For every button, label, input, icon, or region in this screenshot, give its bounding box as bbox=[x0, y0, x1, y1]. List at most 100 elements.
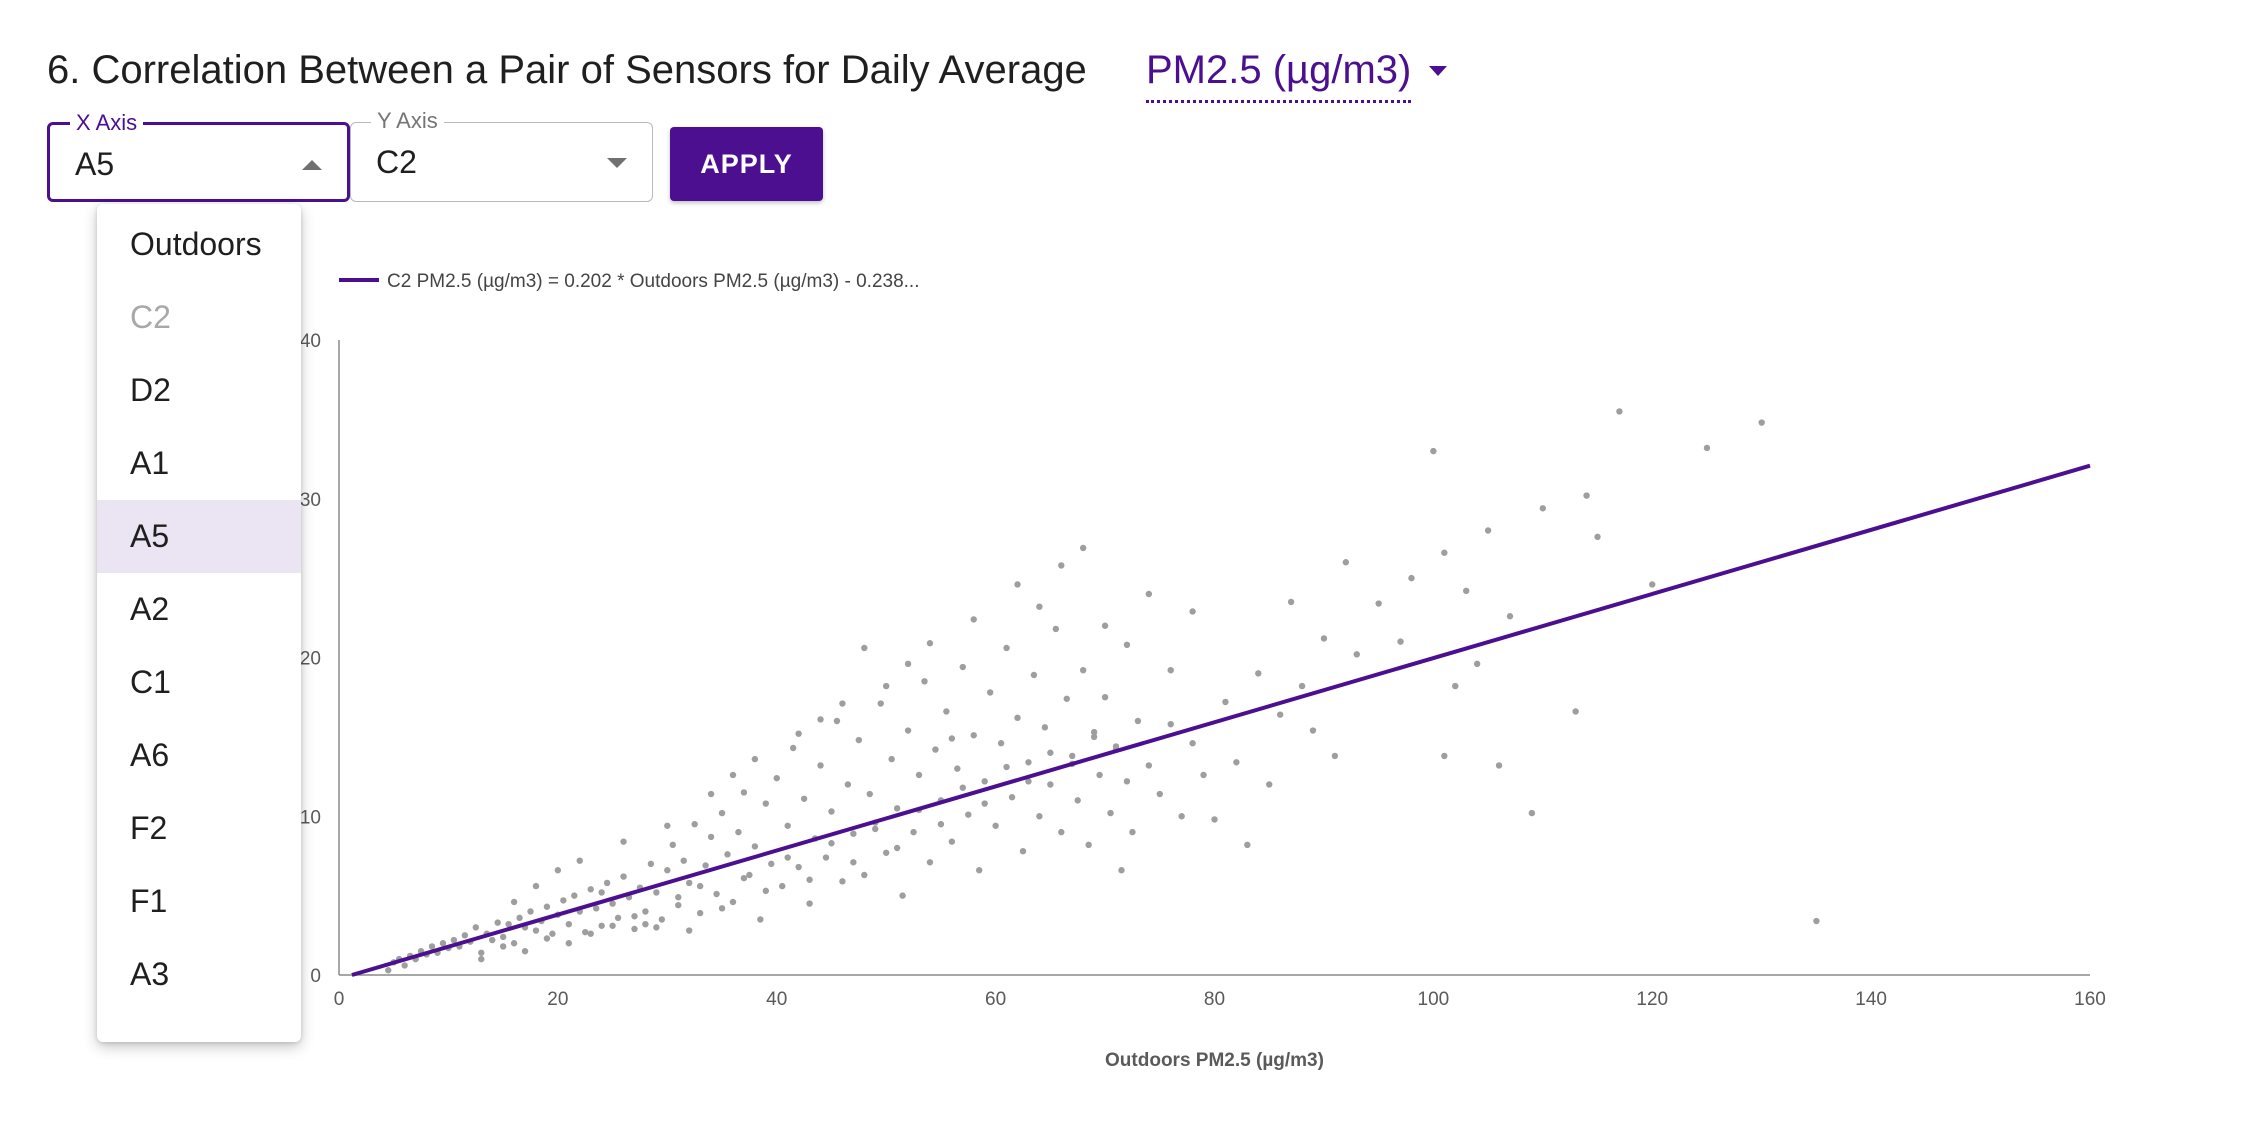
scatter-point bbox=[664, 822, 671, 829]
scatter-point bbox=[981, 800, 988, 807]
scatter-point bbox=[910, 828, 917, 836]
scatter-point bbox=[1123, 641, 1131, 648]
scatter-point bbox=[669, 841, 676, 849]
x-tick-label: 20 bbox=[547, 989, 568, 1010]
scatter-point bbox=[1058, 562, 1065, 569]
x-tick-label: 100 bbox=[1418, 989, 1450, 1010]
dropdown-option[interactable]: A3 bbox=[130, 956, 170, 992]
scatter-point bbox=[882, 849, 890, 856]
scatter-point bbox=[959, 784, 966, 791]
scatter-point bbox=[642, 921, 649, 928]
scatter-point bbox=[779, 882, 786, 890]
scatter-point bbox=[461, 932, 469, 939]
scatter-point bbox=[658, 916, 666, 923]
scatter-point bbox=[1156, 790, 1163, 798]
scatter-point bbox=[576, 857, 583, 864]
caret-up-icon[interactable] bbox=[302, 160, 322, 170]
x-axis-title: Outdoors PM2.5 (µg/m3) bbox=[1105, 1050, 1324, 1071]
scatter-point bbox=[532, 927, 540, 934]
scatter-point bbox=[1118, 867, 1125, 874]
scatter-point bbox=[729, 771, 737, 779]
scatter-point bbox=[1539, 505, 1547, 512]
y-axis-select[interactable]: Y Axis C2 bbox=[350, 109, 653, 202]
y-axis-value[interactable]: C2 bbox=[376, 144, 417, 180]
metric-select[interactable]: PM2.5 (µg/m3) bbox=[1146, 40, 1448, 106]
scatter-point bbox=[850, 859, 857, 866]
x-axis-value[interactable]: A5 bbox=[75, 146, 115, 182]
scatter-point bbox=[828, 808, 835, 815]
scatter-point bbox=[1473, 660, 1481, 668]
caret-down-icon[interactable] bbox=[1429, 66, 1448, 76]
x-tick-label: 40 bbox=[766, 989, 787, 1010]
dropdown-option[interactable]: F2 bbox=[130, 810, 168, 846]
scatter-point bbox=[1266, 781, 1273, 788]
scatter-point bbox=[631, 925, 638, 933]
scatter-point bbox=[1112, 743, 1120, 750]
caret-down-icon[interactable] bbox=[607, 158, 627, 168]
dropdown-option[interactable]: D2 bbox=[130, 372, 171, 408]
scatter-point bbox=[1200, 771, 1207, 779]
scatter-point bbox=[926, 640, 934, 647]
dropdown-option[interactable]: Outdoors bbox=[130, 226, 262, 262]
scatter-point bbox=[505, 921, 512, 928]
scatter-point bbox=[915, 771, 923, 779]
scatter-point bbox=[839, 878, 846, 885]
scatter-point bbox=[1484, 527, 1492, 534]
scatter-point bbox=[1594, 533, 1601, 541]
x-tick-label: 0 bbox=[334, 989, 345, 1010]
scatter-point bbox=[926, 859, 934, 866]
section-heading: 6. Correlation Between a Pair of Sensors… bbox=[47, 48, 1087, 92]
scatter-point bbox=[1528, 809, 1536, 817]
scatter-point bbox=[1096, 771, 1103, 779]
dropdown-option[interactable]: C1 bbox=[130, 664, 171, 700]
scatter-point bbox=[1030, 671, 1038, 679]
scatter-point bbox=[986, 689, 994, 696]
scatter-point bbox=[1353, 651, 1360, 658]
scatter-point bbox=[1079, 544, 1087, 552]
dropdown-option[interactable]: A5 bbox=[97, 500, 301, 573]
scatter-point bbox=[855, 736, 863, 744]
regression-line bbox=[351, 463, 2091, 977]
scatter-point bbox=[817, 762, 824, 769]
scatter-point bbox=[1134, 717, 1142, 725]
scatter-point bbox=[882, 682, 890, 690]
scatter-point bbox=[1145, 762, 1153, 769]
scatter-point bbox=[1008, 794, 1016, 801]
scatter-point bbox=[1058, 828, 1065, 836]
apply-button[interactable]: APPLY bbox=[670, 127, 823, 201]
scatter-point bbox=[489, 936, 496, 944]
scatter-point bbox=[762, 800, 770, 807]
metric-select-value[interactable]: PM2.5 (µg/m3) bbox=[1146, 40, 1412, 103]
scatter-point bbox=[965, 811, 972, 818]
scatter-point bbox=[1408, 574, 1415, 582]
y-axis-label: Y Axis bbox=[371, 109, 444, 133]
scatter-point bbox=[560, 897, 567, 904]
scatter-point bbox=[822, 854, 830, 861]
scatter-point bbox=[795, 863, 802, 871]
scatter-point bbox=[1107, 809, 1114, 817]
scatter-point bbox=[1036, 813, 1043, 820]
scatter-point bbox=[718, 905, 726, 912]
scatter-point bbox=[642, 908, 649, 915]
x-tick-label: 120 bbox=[1636, 989, 1668, 1010]
scatter-point bbox=[806, 876, 813, 883]
dropdown-option[interactable]: F1 bbox=[130, 883, 168, 919]
scatter-point bbox=[1079, 667, 1087, 674]
scatter-point bbox=[1074, 797, 1081, 804]
scatter-point bbox=[713, 890, 720, 898]
scatter-point bbox=[686, 927, 693, 934]
scatter-point bbox=[877, 700, 884, 707]
scatter-point bbox=[516, 914, 523, 922]
dropdown-option[interactable]: A6 bbox=[130, 737, 170, 773]
scatter-point bbox=[976, 867, 983, 874]
dropdown-option: C2 bbox=[130, 299, 171, 335]
x-tick-label: 160 bbox=[2074, 989, 2106, 1010]
dropdown-option[interactable]: A1 bbox=[130, 445, 170, 481]
dropdown-option[interactable]: A2 bbox=[130, 591, 170, 627]
scatter-point bbox=[1019, 847, 1027, 855]
scatter-point bbox=[1178, 813, 1185, 820]
scatter-point bbox=[943, 708, 950, 715]
scatter-point bbox=[1003, 644, 1010, 652]
x-axis-select[interactable]: X Axis A5 bbox=[47, 111, 350, 202]
scatter-point bbox=[1041, 724, 1049, 731]
